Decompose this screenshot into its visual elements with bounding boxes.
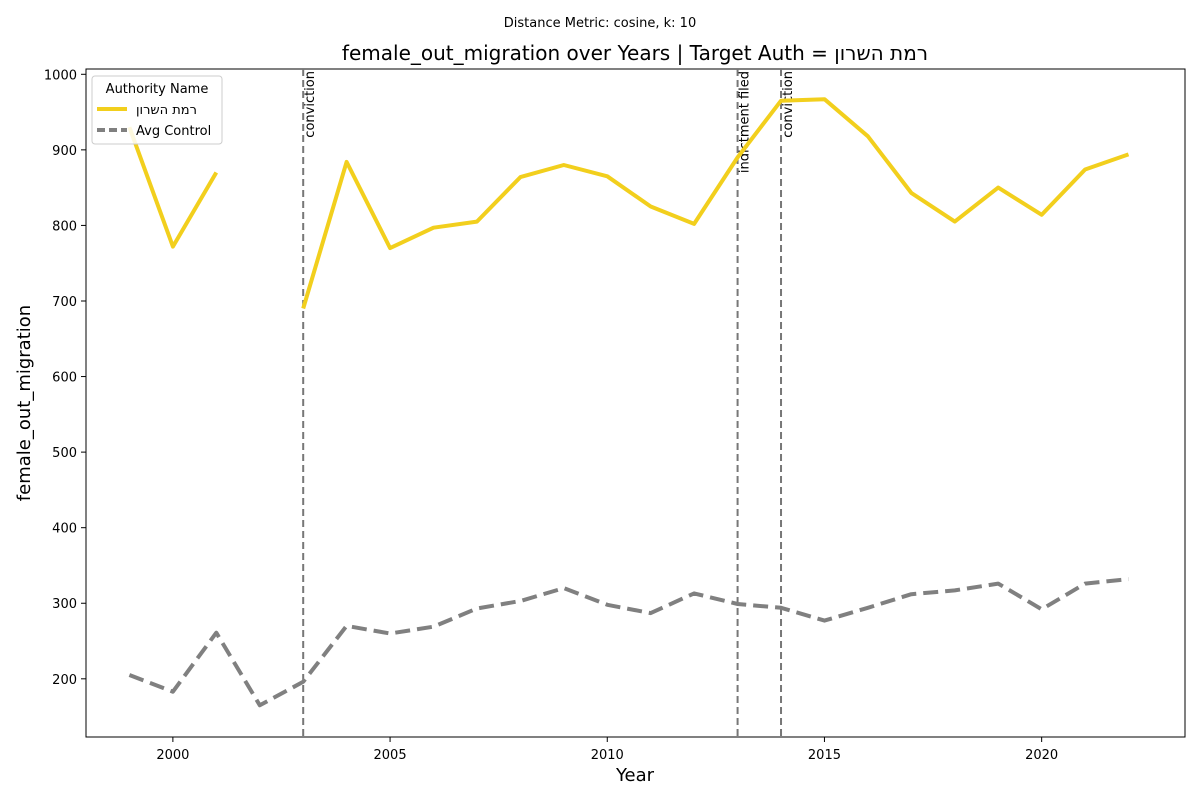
series-line: [127, 97, 1130, 310]
y-tick-label: 500: [52, 446, 77, 461]
event-label: conviction: [303, 71, 318, 138]
legend: Authority Name רמת השרון Avg Control: [91, 75, 223, 145]
y-tick-label: 1000: [44, 68, 77, 83]
series-lines: [127, 97, 1130, 708]
legend-entry-label: רמת השרון: [136, 103, 197, 118]
series-line: [128, 577, 1129, 708]
plot-area: [85, 68, 1186, 738]
legend-entry-label: Avg Control: [136, 124, 211, 139]
x-tick-label: 2010: [591, 748, 624, 763]
chart-title: female_out_migration over Years | Target…: [342, 41, 928, 65]
y-axis: 200 300 400 500 600 700 800 900 1000: [44, 68, 86, 688]
x-axis-label: Year: [615, 765, 655, 786]
y-axis-label: female_out_migration: [14, 305, 35, 501]
event-label: conviction: [781, 71, 796, 138]
y-tick-label: 600: [52, 371, 77, 386]
chart-suptitle: Distance Metric: cosine, k: 10: [504, 16, 696, 31]
y-tick-label: 200: [52, 673, 77, 688]
legend-box: [91, 75, 223, 145]
y-tick-label: 800: [52, 219, 77, 234]
x-tick-label: 2000: [156, 748, 189, 763]
x-tick-label: 2005: [374, 748, 407, 763]
x-axis: 2000 2005 2010 2015 2020: [156, 737, 1058, 763]
y-tick-label: 400: [52, 522, 77, 537]
y-tick-label: 900: [52, 144, 77, 159]
y-tick-label: 300: [52, 597, 77, 612]
legend-title: Authority Name: [106, 82, 209, 97]
x-tick-label: 2015: [808, 748, 841, 763]
y-tick-label: 700: [52, 295, 77, 310]
event-label: indictment filed: [738, 71, 753, 173]
event-markers: conviction indictment filed conviction: [302, 69, 796, 737]
x-tick-label: 2020: [1025, 748, 1058, 763]
